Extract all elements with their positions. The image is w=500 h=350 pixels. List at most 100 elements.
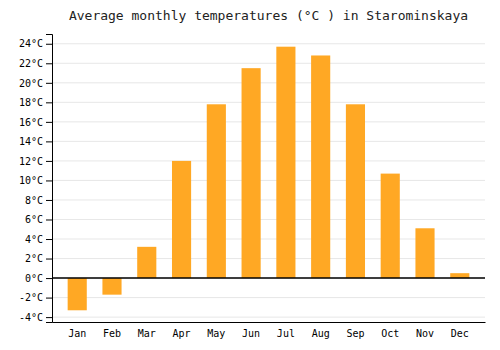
- chart: -4°C -2°C 0°C 2°C 4°C 6°C 8°C 10°C 12°C 14°C 16°C 1…: [0, 0, 500, 350]
- y-tick-label: 0°C: [25, 273, 43, 284]
- grid-line: [52, 180, 485, 181]
- grid: [52, 44, 485, 317]
- y-tick-label: -2°C: [19, 292, 43, 303]
- plot: -4°C -2°C 0°C 2°C 4°C 6°C 8°C 10°C 12°C 14°C 16°C 1…: [19, 35, 486, 340]
- x-tick-label: Feb: [103, 328, 121, 339]
- title: Average monthly temperatures (°C ) in St…: [69, 8, 468, 23]
- y-tick-label: -4°C: [19, 312, 43, 323]
- x-tick-label: Aug: [312, 328, 330, 339]
- y-tick: 16°C: [19, 117, 52, 128]
- bar: [346, 104, 365, 278]
- y-tick: 18°C: [19, 97, 52, 108]
- x-tick-label: Dec: [451, 328, 469, 339]
- y-tick-label: 6°C: [25, 214, 43, 225]
- y-tick-label: 20°C: [19, 78, 43, 89]
- x-tick-label: Sep: [346, 328, 364, 339]
- bar: [242, 68, 261, 278]
- y-tick: 10°C: [19, 175, 52, 186]
- grid-line: [52, 43, 485, 44]
- x-tick: Nov: [416, 328, 434, 339]
- y-tick-label: 2°C: [25, 253, 43, 264]
- y-tick-mark: [46, 83, 52, 84]
- x-tick: Jul: [277, 328, 295, 339]
- x-tick-label: Apr: [173, 328, 191, 339]
- y-tick: 22°C: [19, 58, 52, 69]
- bar: [102, 278, 121, 295]
- y-tick-label: 18°C: [19, 97, 43, 108]
- bar: [207, 104, 226, 278]
- bar: [172, 161, 191, 278]
- zero-line: [52, 277, 485, 279]
- y-tick-mark: [46, 161, 52, 162]
- y-tick: -2°C: [19, 292, 52, 303]
- x-tick-label: Mar: [138, 328, 156, 339]
- y-tick: 12°C: [19, 156, 52, 167]
- x-tick-label: May: [207, 328, 225, 339]
- y-axis: -4°C -2°C 0°C 2°C 4°C 6°C 8°C 10°C 12°C 14°C 16°C 1…: [19, 35, 53, 323]
- x-tick-label: Nov: [416, 328, 434, 339]
- y-tick-mark: [46, 259, 52, 260]
- x-tick: Apr: [173, 328, 191, 339]
- bar: [276, 47, 295, 278]
- x-tick-label: Jul: [277, 328, 295, 339]
- y-tick-mark: [46, 141, 52, 142]
- grid-line: [52, 219, 485, 220]
- x-tick: Aug: [312, 328, 330, 339]
- x-tick: Mar: [138, 328, 156, 339]
- y-tick: 8°C: [25, 195, 52, 206]
- y-tick-label: 22°C: [19, 58, 43, 69]
- x-axis-line: [53, 322, 486, 323]
- y-tick-mark: [46, 180, 52, 181]
- bar: [137, 247, 156, 278]
- x-tick: Feb: [103, 328, 121, 339]
- y-tick-mark: [46, 102, 52, 103]
- grid-line: [52, 317, 485, 318]
- y-tick: 24°C: [19, 38, 52, 49]
- y-tick-label: 12°C: [19, 156, 43, 167]
- y-tick-mark: [46, 298, 52, 299]
- grid-line: [52, 199, 485, 200]
- y-tick-label: 4°C: [25, 234, 43, 245]
- grid-line: [52, 141, 485, 142]
- x-tick: Jan: [68, 328, 86, 339]
- x-tick-label: Jun: [242, 328, 260, 339]
- y-tick-label: 24°C: [19, 38, 43, 49]
- grid-line: [52, 278, 485, 279]
- bar: [68, 278, 87, 310]
- y-tick: 6°C: [25, 214, 52, 225]
- y-tick-label: 14°C: [19, 136, 43, 147]
- grid-line: [52, 160, 485, 161]
- x-tick: May: [207, 328, 225, 339]
- x-tick-label: Oct: [381, 328, 399, 339]
- y-tick-mark: [46, 239, 52, 240]
- y-tick-mark: [46, 63, 52, 64]
- bars: [68, 47, 470, 311]
- y-tick-mark: [46, 278, 52, 279]
- x-tick: Sep: [346, 328, 364, 339]
- y-tick: 4°C: [25, 234, 52, 245]
- grid-line: [52, 102, 485, 103]
- y-tick-mark: [46, 200, 52, 201]
- y-tick: 14°C: [19, 136, 52, 147]
- bar: [311, 55, 330, 278]
- grid-line: [52, 297, 485, 298]
- y-tick-mark: [46, 317, 52, 318]
- y-tick-label: 16°C: [19, 117, 43, 128]
- y-axis-line: [46, 35, 53, 323]
- y-tick-mark: [46, 219, 52, 220]
- x-tick: Dec: [451, 328, 469, 339]
- y-tick-label: 10°C: [19, 175, 43, 186]
- grid-line: [52, 121, 485, 122]
- y-tick: -4°C: [19, 312, 52, 323]
- x-tick: Oct: [381, 328, 399, 339]
- grid-line: [52, 82, 485, 83]
- y-tick-mark: [46, 122, 52, 123]
- grid-line: [52, 63, 485, 64]
- bar: [415, 228, 434, 278]
- x-tick-label: Jan: [68, 328, 86, 339]
- y-tick-mark: [46, 44, 52, 45]
- x-axis: Jan Feb Mar Apr May Jun Jul Aug Sep Oct Nov Dec: [53, 323, 486, 340]
- y-tick: 20°C: [19, 78, 52, 89]
- x-tick: Jun: [242, 328, 260, 339]
- y-tick: 0°C: [25, 273, 52, 284]
